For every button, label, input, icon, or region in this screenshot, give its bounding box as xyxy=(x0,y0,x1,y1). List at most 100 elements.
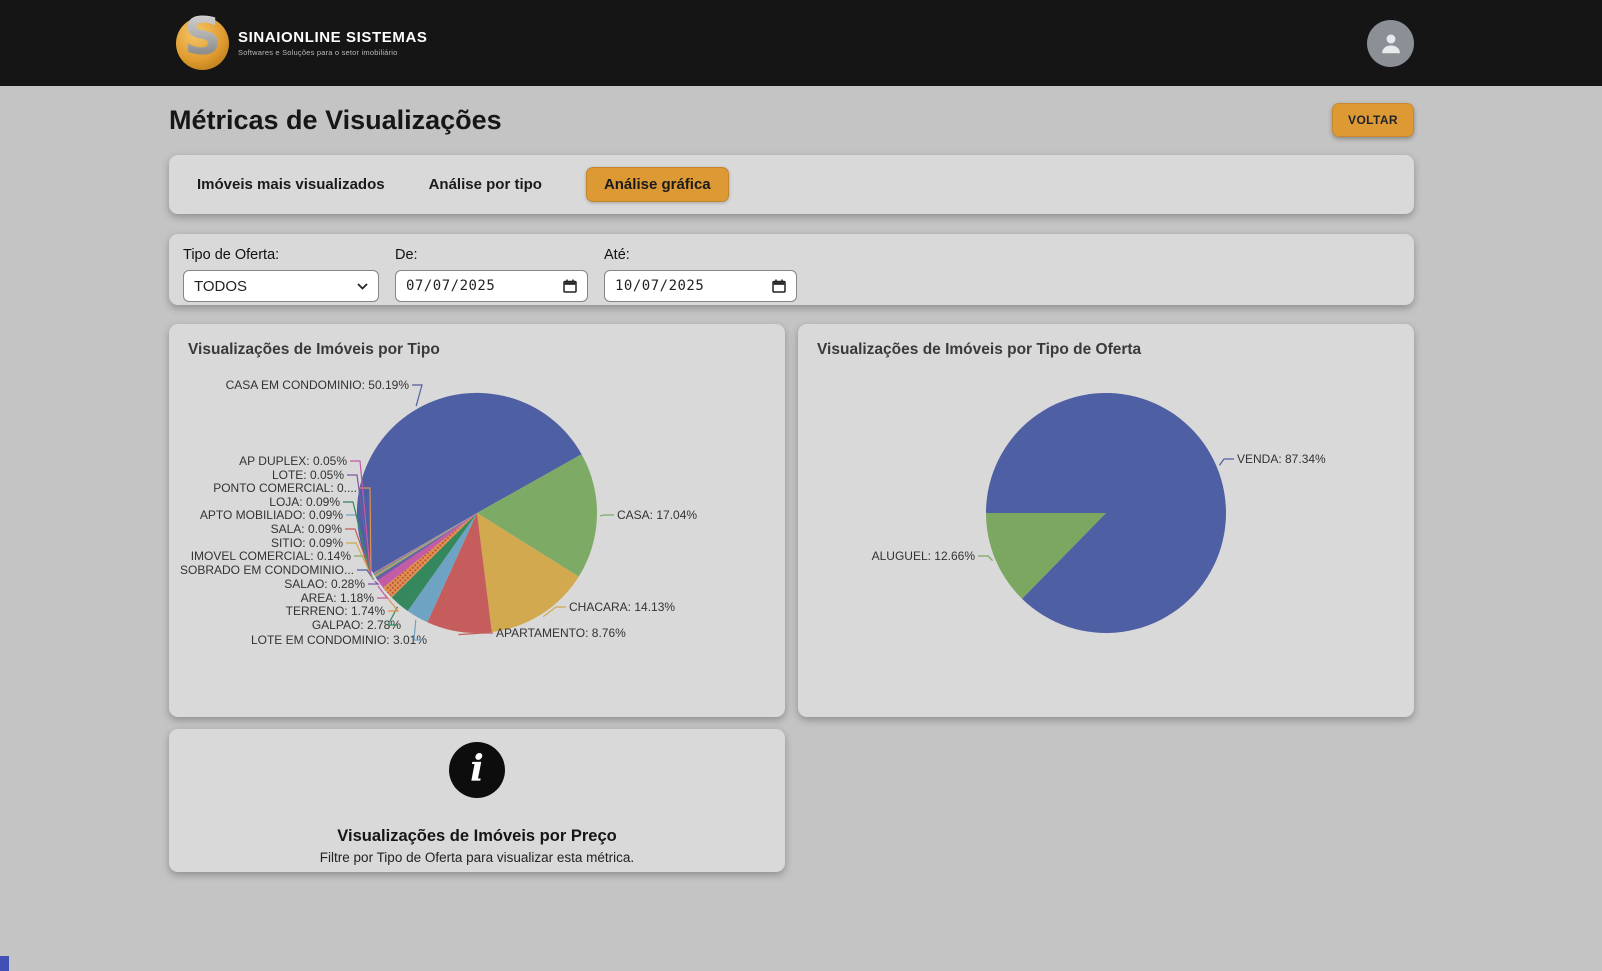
pie-slice-label: AP DUPLEX: 0.05% xyxy=(239,454,347,468)
pie-slice[interactable] xyxy=(373,513,477,574)
filter-bar: Tipo de Oferta: TODOS De: 07/07/2025 xyxy=(169,234,1414,305)
pie-slice-label: APTO MOBILIADO: 0.09% xyxy=(200,508,343,522)
brand-text: SINAIONLINE SISTEMAS Softwares e Soluçõe… xyxy=(238,29,428,57)
logo-icon: S xyxy=(176,11,229,70)
offer-type-label: Tipo de Oferta: xyxy=(183,247,280,263)
pie-slice-label: LOTE: 0.05% xyxy=(272,468,344,482)
calendar-icon xyxy=(563,279,577,293)
date-to-input[interactable]: 10/07/2025 xyxy=(604,270,797,302)
app-header: S SINAIONLINE SISTEMAS Softwares e Soluç… xyxy=(0,0,1602,86)
price-metric-title: Visualizações de Imóveis por Preço xyxy=(337,827,617,845)
price-metric-subtitle: Filtre por Tipo de Oferta para visualiza… xyxy=(319,850,635,865)
pie-slice-label: SALAO: 0.28% xyxy=(284,577,365,591)
pie-slice[interactable] xyxy=(375,513,477,578)
date-from-input[interactable]: 07/07/2025 xyxy=(395,270,588,302)
pie-chart-by-offer: VENDA: 87.34% ALUGUEL: 12.66% xyxy=(872,393,1326,634)
pie-label-leader xyxy=(413,619,424,641)
person-icon xyxy=(1381,34,1400,54)
pie-slice[interactable] xyxy=(373,513,477,575)
pie-slice-label: LOJA: 0.09% xyxy=(269,495,340,509)
info-icon: i xyxy=(449,742,505,798)
pie-slice-label: TERRENO: 1.74% xyxy=(286,604,386,618)
pie-slice-label: LOTE EM CONDOMINIO: 3.01% xyxy=(251,633,427,647)
pie-label-leader xyxy=(347,474,372,576)
pie-slice[interactable] xyxy=(477,513,579,633)
pie-slice[interactable] xyxy=(986,393,1226,634)
pie-slice[interactable] xyxy=(373,513,477,574)
pie-label-leader xyxy=(350,460,372,575)
page-title: Métricas de Visualizações xyxy=(169,104,502,135)
pie-slice[interactable] xyxy=(383,513,477,598)
user-avatar[interactable] xyxy=(1367,19,1414,67)
date-from-value: 07/07/2025 xyxy=(406,278,496,294)
pie-label-leader xyxy=(346,542,373,578)
brand-logo: S SINAIONLINE SISTEMAS Softwares e Soluç… xyxy=(176,11,428,70)
chart-title: Visualizações de Imóveis por Tipo xyxy=(188,341,440,358)
pie-label-leader xyxy=(387,606,399,626)
chart-title: Visualizações de Imóveis por Tipo de Ofe… xyxy=(817,341,1142,358)
tab-bar: Imóveis mais visualizados Análise por ti… xyxy=(169,155,1414,214)
date-from-field: De: 07/07/2025 xyxy=(395,247,588,302)
pie-slice-label: PONTO COMERCIAL: 0.... xyxy=(213,481,357,495)
chart-card-by-type: Visualizações de Imóveis por Tipo CASA E… xyxy=(169,324,785,717)
pie-slice[interactable] xyxy=(376,513,477,581)
pie-slice[interactable] xyxy=(356,392,582,573)
chevron-down-icon xyxy=(357,282,368,290)
pie-slice[interactable] xyxy=(986,513,1106,599)
pie-slice-label: SOBRADO EM CONDOMINIO... xyxy=(180,563,354,577)
pie-slice[interactable] xyxy=(407,513,477,623)
brand-subtitle: Softwares e Soluções para o setor imobil… xyxy=(238,48,398,57)
pie-label-leader xyxy=(412,384,423,407)
pie-label-leader xyxy=(360,487,372,576)
pie-slice-label: SALA: 0.09% xyxy=(271,522,343,536)
pie-label-leader xyxy=(1218,458,1234,466)
pie-slice-label: VENDA: 87.34% xyxy=(1237,452,1326,466)
pie-label-leader xyxy=(599,514,614,517)
pie-label-leader xyxy=(343,501,372,577)
pie-slice-label: AREA: 1.18% xyxy=(301,591,375,605)
pie-chart-by-type: CASA EM CONDOMINIO: 50.19% CASA: 17.04% CH… xyxy=(180,378,697,647)
price-metric-card: i Visualizações de Imóveis por Preço Fil… xyxy=(169,729,785,872)
date-to-label: Até: xyxy=(604,247,630,263)
pie-slice[interactable] xyxy=(427,513,492,633)
pie-label-leader xyxy=(542,606,566,618)
back-button[interactable]: VOLTAR xyxy=(1332,103,1414,137)
pie-label-leader xyxy=(345,528,373,578)
tab-analise-grafica[interactable]: Análise gráfica xyxy=(585,167,729,202)
pie-label-leader xyxy=(384,594,400,612)
pie-slice-label: SITIO: 0.09% xyxy=(271,536,343,550)
pie-slice[interactable] xyxy=(391,513,477,611)
pie-slice-label: CHACARA: 14.13% xyxy=(569,600,675,614)
pie-slice[interactable] xyxy=(377,513,477,588)
pie-slice-label: GALPAO: 2.78% xyxy=(312,618,401,632)
pie-slice-label: IMOVEL COMERCIAL: 0.14% xyxy=(191,549,352,563)
logo-letter: S xyxy=(184,6,222,67)
pie-slice[interactable] xyxy=(373,513,477,575)
pie-slice[interactable] xyxy=(375,513,477,579)
pie-slice-label: CASA: 17.04% xyxy=(617,508,697,522)
pie-slice[interactable] xyxy=(477,454,597,577)
offer-type-value: TODOS xyxy=(194,277,248,295)
pie-slice[interactable] xyxy=(374,513,477,576)
pie-slice[interactable] xyxy=(374,513,477,576)
pie-label-leader xyxy=(377,585,389,599)
scrollbar-fragment xyxy=(0,956,9,971)
calendar-icon xyxy=(772,279,786,293)
date-to-field: Até: 10/07/2025 xyxy=(604,247,797,302)
pie-slice-label: APARTAMENTO: 8.76% xyxy=(496,626,626,640)
chart-card-by-offer: Visualizações de Imóveis por Tipo de Ofe… xyxy=(798,324,1414,717)
pie-label-leader xyxy=(978,555,994,562)
tab-imoveis-mais-visualizados[interactable]: Imóveis mais visualizados xyxy=(197,168,385,201)
pie-label-leader xyxy=(368,580,380,585)
tab-analise-por-tipo[interactable]: Análise por tipo xyxy=(429,168,542,201)
pie-slice[interactable] xyxy=(374,513,477,577)
offer-type-select[interactable]: TODOS xyxy=(183,270,379,302)
date-to-value: 10/07/2025 xyxy=(615,278,705,294)
pie-label-leader xyxy=(458,632,493,636)
date-from-label: De: xyxy=(395,247,418,263)
page-content: Métricas de Visualizações VOLTAR Imóveis… xyxy=(169,86,1414,872)
pie-slice-label: CASA EM CONDOMINIO: 50.19% xyxy=(226,378,410,392)
offer-type-field: Tipo de Oferta: TODOS xyxy=(183,247,379,302)
brand-title: SINAIONLINE SISTEMAS xyxy=(238,29,428,46)
pie-slice-label: ALUGUEL: 12.66% xyxy=(872,549,976,563)
